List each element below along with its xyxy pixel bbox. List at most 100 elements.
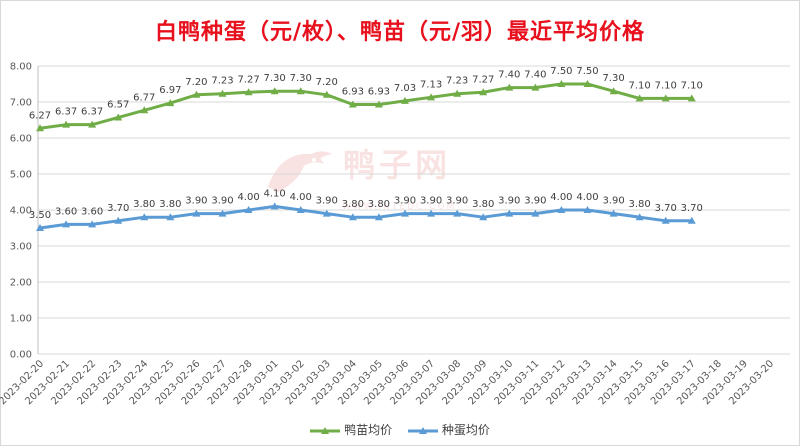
data-label: 3.60 [81,206,103,217]
data-point [270,87,279,95]
data-label: 4.00 [550,192,572,203]
data-point [88,120,97,128]
data-label: 3.60 [55,206,77,217]
legend: 鸭苗均价 种蛋均价 [0,421,800,438]
watermark: 鸭子网 WWW.INTEDC.COM [258,140,456,212]
data-point [140,213,149,221]
data-point [322,90,331,98]
data-label: 7.30 [290,73,312,84]
data-label: 7.30 [602,73,624,84]
data-point [218,209,227,217]
data-point [192,90,201,98]
data-point [479,88,488,96]
data-label: 7.10 [629,80,651,91]
data-label: 7.40 [524,70,546,81]
data-point [635,94,644,102]
y-tick-label: 4.00 [10,206,32,217]
data-point [62,120,71,128]
data-label: 3.80 [629,199,651,210]
y-tick-label: 3.00 [10,242,32,253]
data-label: 3.90 [446,196,468,207]
y-tick-label: 0.00 [10,350,32,361]
data-point [609,209,618,217]
data-label: 3.80 [368,199,390,210]
data-label: 6.93 [342,87,364,98]
data-point [114,113,123,121]
data-point [453,209,462,217]
data-label: 3.80 [159,199,181,210]
data-point [244,206,253,213]
data-label: 3.80 [472,199,494,210]
data-point [348,213,357,221]
data-label: 3.50 [29,210,51,221]
data-point [401,209,409,217]
data-label: 7.23 [211,76,233,87]
y-tick-label: 7.00 [10,98,32,109]
data-point [192,209,201,217]
data-label: 3.90 [602,196,624,207]
data-point [62,220,71,228]
legend-label-0: 鸭苗均价 [344,423,393,437]
data-point [661,216,670,224]
series-line-1 [39,204,692,230]
data-label: 7.13 [420,79,442,90]
data-point [453,89,462,97]
data-label: 6.57 [107,99,129,110]
legend-label-1: 种蛋均价 [441,423,490,437]
data-point [505,209,514,217]
data-label: 7.27 [237,74,259,85]
y-tick-label: 6.00 [10,134,32,145]
data-label: 3.90 [420,196,442,207]
data-label: 3.90 [498,196,520,207]
data-label: 6.93 [368,87,390,98]
watermark-text: 鸭子网 [343,146,452,184]
data-label: 6.37 [81,107,103,118]
data-point [322,209,331,217]
watermark-url: WWW.INTEDC.COM [342,201,457,212]
data-point [401,96,409,104]
data-point [557,206,566,213]
data-label: 7.20 [316,77,338,88]
data-label: 7.10 [681,80,703,91]
y-tick-label: 1.00 [10,314,32,325]
data-label: 7.23 [446,76,468,87]
data-label: 3.90 [211,196,233,207]
data-point [557,80,566,87]
data-point [244,88,253,96]
data-label: 3.90 [524,196,546,207]
data-point [374,100,383,108]
data-label: 6.97 [159,85,181,96]
legend-swatch-0 [310,426,341,434]
data-point [166,213,175,221]
data-point [88,220,97,228]
data-label: 7.20 [185,77,207,88]
data-label: 7.30 [264,73,286,84]
legend-item-series-0: 鸭苗均价 [310,421,392,438]
data-point [166,99,175,107]
data-point [687,216,696,224]
data-point [114,216,123,224]
data-label: 7.40 [498,70,520,81]
data-point [505,83,514,91]
data-point [218,89,227,97]
data-point [583,80,592,87]
data-point [609,87,618,95]
data-point [427,209,436,217]
data-point [348,100,357,108]
data-label: 6.27 [29,110,51,121]
data-label: 7.03 [394,83,416,94]
data-label: 7.50 [576,66,598,77]
data-point [531,83,540,91]
data-label: 4.10 [264,188,286,199]
data-point [374,213,383,221]
series-line-0 [39,82,692,130]
data-point [635,213,644,221]
data-point [296,206,305,213]
data-label: 6.37 [55,107,77,118]
data-label: 4.00 [237,192,259,203]
legend-item-series-1: 种蛋均价 [407,421,490,438]
data-label: 3.70 [655,203,677,214]
data-point [687,94,696,102]
data-point [479,213,488,221]
